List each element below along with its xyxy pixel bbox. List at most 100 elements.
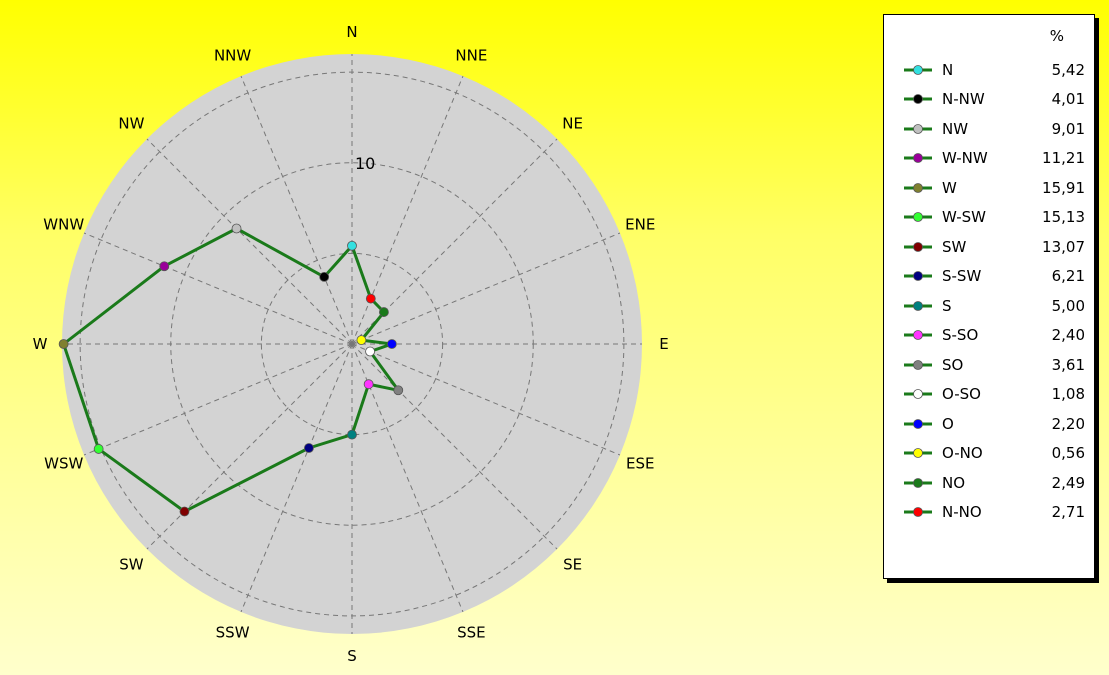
grid-spoke bbox=[351, 343, 558, 550]
legend-marker-icon bbox=[904, 270, 932, 282]
ring-label: 10 bbox=[355, 154, 375, 173]
data-point-w-sw bbox=[93, 444, 104, 454]
legend-value: 5,42 bbox=[1051, 60, 1085, 79]
data-point-nw bbox=[231, 223, 242, 234]
legend-item: W-SW 15,13 bbox=[884, 203, 1094, 233]
data-point-n-no bbox=[365, 293, 376, 304]
grid-spoke bbox=[240, 343, 353, 613]
legend-item: S 5,00 bbox=[884, 291, 1094, 321]
legend-item: W 15,91 bbox=[884, 173, 1094, 203]
legend-item: SO 3,61 bbox=[884, 350, 1094, 380]
grid-spoke bbox=[146, 343, 353, 550]
direction-label: S bbox=[347, 647, 357, 665]
legend-item: SW 13,07 bbox=[884, 232, 1094, 262]
legend-marker-icon bbox=[904, 211, 932, 223]
direction-label: W bbox=[33, 335, 48, 353]
legend-label: W bbox=[942, 178, 957, 197]
legend-marker-icon bbox=[904, 477, 932, 489]
legend-marker-icon bbox=[904, 447, 932, 459]
legend-header: % bbox=[884, 15, 1094, 55]
legend-label: O-NO bbox=[942, 444, 983, 463]
wind-rose-chart: N NNE NE ENE E ESE SE SSE S SSW SW WSW W WNW NW NNW 10 bbox=[33, 23, 669, 665]
legend-label: W-SW bbox=[942, 208, 986, 227]
grid-spoke bbox=[351, 343, 621, 456]
data-point-o-so bbox=[365, 346, 375, 357]
legend-item: N-NW 4,01 bbox=[884, 85, 1094, 115]
legend-marker-icon bbox=[904, 93, 932, 105]
grid-spoke bbox=[240, 75, 353, 345]
legend-label: SW bbox=[942, 237, 967, 256]
legend-label: W-NW bbox=[942, 149, 988, 168]
legend-rows: N 5,42 N-NW 4,01 NW 9,01 W-NW 11,21 W 15,91 W-SW 15… bbox=[884, 55, 1094, 527]
legend-value: 2,20 bbox=[1051, 414, 1085, 433]
legend-marker-icon bbox=[904, 152, 932, 164]
direction-label: SSW bbox=[216, 623, 250, 641]
legend-marker-icon bbox=[904, 300, 932, 312]
legend: % N 5,42 N-NW 4,01 NW 9,01 W-NW 11,21 W 15,91 W-SW… bbox=[883, 14, 1095, 579]
legend-marker-icon bbox=[904, 182, 932, 194]
legend-item: S-SW 6,21 bbox=[884, 262, 1094, 292]
direction-label: NW bbox=[118, 114, 144, 132]
data-point-sw bbox=[179, 506, 190, 517]
legend-value: 9,01 bbox=[1051, 119, 1085, 138]
legend-value: 0,56 bbox=[1051, 444, 1085, 463]
grid-spoke bbox=[83, 232, 353, 345]
legend-label: S bbox=[942, 296, 952, 315]
data-point-no bbox=[379, 307, 389, 317]
legend-marker-icon bbox=[904, 506, 932, 518]
legend-label: S-SO bbox=[942, 326, 979, 345]
legend-value: 6,21 bbox=[1051, 267, 1085, 286]
data-point-s-sw bbox=[304, 443, 314, 453]
legend-item: S-SO 2,40 bbox=[884, 321, 1094, 351]
legend-marker-icon bbox=[904, 359, 932, 371]
legend-marker-icon bbox=[904, 329, 932, 341]
legend-item: O-NO 0,56 bbox=[884, 439, 1094, 469]
legend-value: 2,71 bbox=[1051, 503, 1085, 522]
data-point-w-nw bbox=[159, 261, 170, 272]
legend-label: N bbox=[942, 60, 954, 79]
data-point-w bbox=[58, 339, 69, 349]
legend-item: W-NW 11,21 bbox=[884, 144, 1094, 174]
data-point-o bbox=[386, 339, 397, 349]
data-point-so bbox=[393, 385, 404, 396]
grid-spoke bbox=[351, 232, 621, 345]
legend-value: 2,40 bbox=[1051, 326, 1085, 345]
data-point-s bbox=[347, 429, 357, 440]
legend-label: NW bbox=[942, 119, 969, 138]
legend-label: NO bbox=[942, 473, 966, 492]
direction-label: N bbox=[346, 23, 357, 41]
data-point-n bbox=[347, 240, 357, 251]
legend-marker-icon bbox=[904, 64, 932, 76]
direction-label: WNW bbox=[43, 216, 84, 234]
legend-item: O 2,20 bbox=[884, 409, 1094, 439]
direction-label: SW bbox=[119, 556, 144, 574]
legend-marker-icon bbox=[904, 241, 932, 253]
legend-label: N-NO bbox=[942, 503, 982, 522]
legend-item: NW 9,01 bbox=[884, 114, 1094, 144]
legend-value: 5,00 bbox=[1051, 296, 1085, 315]
direction-label: NNW bbox=[214, 47, 251, 65]
legend-marker-icon bbox=[904, 123, 932, 135]
legend-label: O bbox=[942, 414, 954, 433]
direction-label: ESE bbox=[626, 454, 654, 472]
legend-value: 15,91 bbox=[1042, 178, 1085, 197]
data-point-o-no bbox=[356, 335, 367, 346]
legend-value: 3,61 bbox=[1051, 355, 1085, 374]
direction-label: NE bbox=[562, 114, 583, 132]
grid-spoke bbox=[146, 138, 353, 345]
grid-spoke bbox=[83, 343, 353, 456]
direction-label: SSE bbox=[457, 623, 486, 641]
direction-label: SE bbox=[563, 556, 582, 574]
legend-value: 11,21 bbox=[1042, 149, 1085, 168]
legend-item: N 5,42 bbox=[884, 55, 1094, 85]
legend-item: NO 2,49 bbox=[884, 468, 1094, 498]
legend-percent-label: % bbox=[1049, 27, 1064, 45]
data-point-s-so bbox=[363, 379, 374, 390]
direction-label: ENE bbox=[625, 216, 655, 234]
legend-value: 1,08 bbox=[1051, 385, 1085, 404]
legend-marker-icon bbox=[904, 388, 932, 400]
legend-label: SO bbox=[942, 355, 964, 374]
legend-value: 15,13 bbox=[1042, 208, 1085, 227]
legend-item: O-SO 1,08 bbox=[884, 380, 1094, 410]
legend-item: N-NO 2,71 bbox=[884, 498, 1094, 528]
